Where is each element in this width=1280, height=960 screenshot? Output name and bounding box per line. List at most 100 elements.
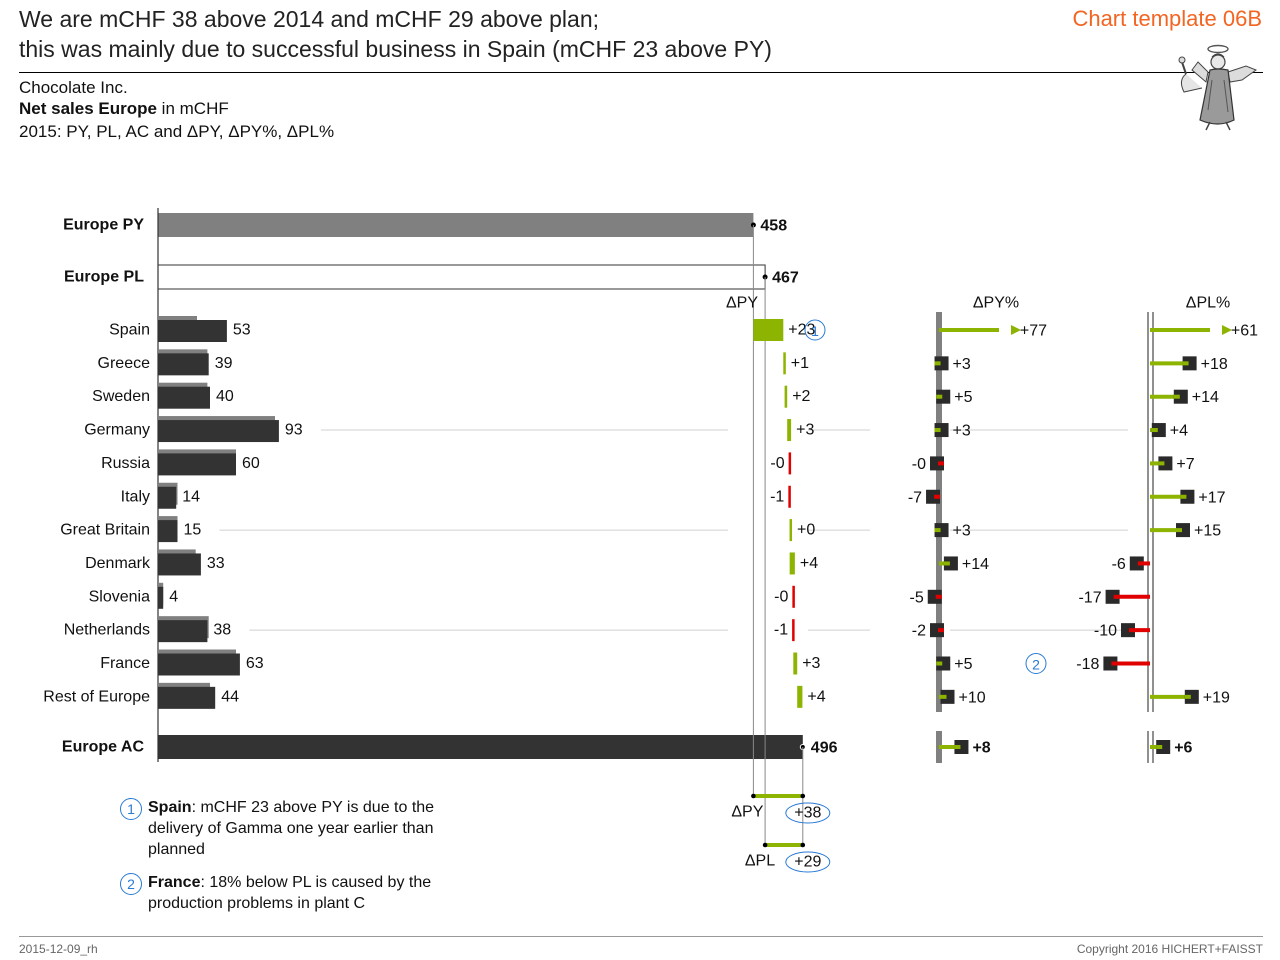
- value-ac: 60: [242, 455, 260, 472]
- value-ac: 40: [216, 388, 234, 405]
- dpl-pct-label: +7: [1176, 456, 1194, 473]
- dpl-pct-marker: [1184, 689, 1199, 704]
- dpl-pct-label: +19: [1203, 689, 1230, 706]
- dpy-pct-label: +10: [959, 689, 986, 706]
- bar-ac: [158, 586, 164, 609]
- dpy-pct-marker: [927, 589, 942, 604]
- value-ac: 33: [207, 555, 225, 572]
- dpy-bar: [793, 652, 798, 675]
- dpl-pct-total-marker-tip: [1156, 745, 1163, 749]
- title-line-1: We are mCHF 38 above 2014 and mCHF 29 ab…: [19, 6, 599, 32]
- bar-ac: [158, 520, 178, 543]
- dpl-pct-label: +14: [1192, 389, 1219, 406]
- summary-dot: [751, 793, 756, 799]
- scenario-label: 2015: PY, PL, AC and ΔPY, ΔPY%, ΔPL%: [19, 122, 335, 141]
- dpl-pct-marker-tip: [1158, 461, 1165, 466]
- summary-dot: [800, 793, 806, 799]
- note-number: 1: [120, 798, 142, 820]
- bar-ac: [158, 353, 209, 376]
- bar-ac: [158, 386, 210, 409]
- dpl-pct-marker: [1151, 423, 1166, 438]
- note-body: : 18% below PL is caused by the producti…: [148, 874, 432, 912]
- dpy-label: +23: [788, 322, 815, 339]
- dpy-pct-label: +3: [953, 423, 971, 440]
- dpy-bar: [789, 519, 793, 542]
- dpy-label: +3: [802, 655, 820, 672]
- dpy-label: -1: [770, 488, 784, 505]
- note-bold: Spain: [148, 799, 192, 816]
- dpl-pct-label: -18: [1076, 656, 1099, 673]
- dpy-bar: [789, 552, 795, 575]
- dpy-pct-marker: [940, 689, 955, 704]
- dpy-pct-label: +77: [1020, 323, 1047, 340]
- dpy-pct-total-marker-tip: [954, 745, 961, 749]
- panel-header-dpy: ΔPY: [726, 295, 758, 312]
- dpy-pct-label: -2: [912, 623, 926, 640]
- dpy-pct-label: +3: [953, 523, 971, 540]
- category-label: Denmark: [85, 555, 151, 572]
- value-ac: 4: [169, 588, 178, 605]
- dpl-pct-marker-tip: [1176, 528, 1182, 533]
- category-label: Slovenia: [89, 588, 150, 605]
- dpl-pct-label: -17: [1078, 589, 1101, 606]
- summary-dot: [800, 842, 806, 848]
- dpy-pct-marker-tip: [934, 494, 941, 499]
- dpy-pct-marker-tip: [938, 628, 944, 633]
- dpl-pct-label: -10: [1094, 623, 1117, 640]
- dpy-pct-marker: [926, 489, 941, 504]
- value-ac: 39: [215, 355, 233, 372]
- dpl-pct-label: +15: [1194, 523, 1221, 540]
- dpl-pct-marker-tip: [1184, 694, 1191, 699]
- bar-ac: [158, 620, 208, 643]
- summary-label: ΔPY: [731, 804, 763, 821]
- summary-dot: [762, 842, 768, 848]
- dpl-pct-marker: [1176, 523, 1190, 538]
- value-ac: 44: [221, 688, 239, 705]
- dpy-pct-label: +3: [953, 356, 971, 373]
- dpy-bar: [797, 685, 803, 708]
- dpl-pct-label: +61: [1231, 323, 1258, 340]
- dpy-pct-marker-tip: [938, 461, 944, 466]
- value-europe-pl: 467: [772, 270, 799, 287]
- footer-date: 2015-12-09_rh: [19, 942, 98, 956]
- value-ac: 93: [285, 422, 303, 439]
- bar-europe-ac: [158, 735, 803, 759]
- template-label: Chart template 06B: [1072, 6, 1262, 31]
- dpy-label: +0: [797, 522, 815, 539]
- dpl-pct-marker-tip: [1151, 428, 1158, 433]
- bar-ac: [158, 320, 227, 342]
- net-sales-chart: Europe PY 458 Europe PL 467 Europe AC 496 ΔPY Δ…: [43, 208, 1258, 873]
- dpl-pct-marker-tip: [1129, 628, 1135, 633]
- dpy-pct-marker-tip: [934, 528, 941, 533]
- dpl-pct-marker-tip: [1113, 594, 1120, 599]
- dpy-label: -1: [774, 622, 788, 639]
- angel-illustration: [1178, 44, 1258, 131]
- callout-number: 2: [1032, 657, 1040, 673]
- dpy-bar: [783, 352, 786, 375]
- measure-unit: in mCHF: [156, 99, 229, 118]
- dpy-pct-marker: [936, 656, 951, 671]
- summary-label: ΔPL: [745, 853, 775, 870]
- summary-value-ring: [785, 851, 831, 873]
- summary-value: +38: [794, 805, 821, 822]
- dpl-pct-marker: [1129, 556, 1144, 571]
- dpl-pct-marker: [1121, 623, 1135, 638]
- dpl-pct-marker-tip: [1180, 494, 1187, 499]
- dpy-pct-marker: [934, 523, 949, 538]
- dpy-label: -0: [774, 588, 788, 605]
- measure-name: Net sales Europe: [19, 99, 157, 118]
- dpy-pct-marker-tip: [936, 661, 943, 666]
- dpy-bar: [784, 385, 788, 408]
- label-europe-ac: Europe AC: [62, 739, 145, 756]
- panel-header-dpy-pct: ΔPY%: [973, 295, 1019, 312]
- note-body: : mCHF 23 above PY is due to the deliver…: [148, 799, 435, 858]
- category-label: Sweden: [92, 388, 150, 405]
- dpy-bar: [788, 485, 791, 508]
- measure-label: Net sales Europe in mCHF: [19, 99, 229, 119]
- category-label: Rest of Europe: [43, 688, 150, 705]
- label-europe-pl: Europe PL: [64, 269, 144, 286]
- category-label: France: [100, 655, 150, 672]
- dpy-pct-marker-tip: [934, 428, 941, 433]
- dpy-bar: [792, 585, 795, 608]
- dpl-pct-marker-tip: [1182, 361, 1189, 366]
